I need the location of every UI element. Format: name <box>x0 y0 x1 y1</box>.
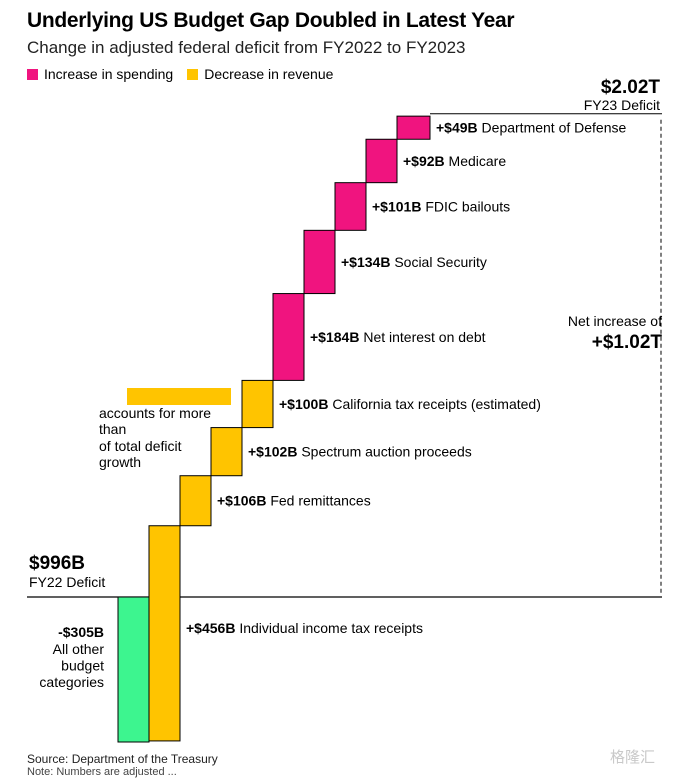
end-value-label: $2.02T <box>601 77 661 98</box>
data-label-all-other-line-3: categories <box>39 674 104 690</box>
legend-swatch-revenue <box>187 68 199 80</box>
bar-california-tax-receipts-estimated <box>241 379 274 429</box>
legend-label-revenue: Decrease in revenue <box>204 66 334 82</box>
legend-swatch-spending <box>27 68 38 80</box>
data-label-california-tax-receipts-estimated: +$100B California tax receipts (estimate… <box>279 396 541 412</box>
data-label-all-other-line-1: All other <box>53 641 105 657</box>
bar-medicare <box>365 138 398 184</box>
bar-department-of-defense <box>396 115 431 140</box>
data-label-individual-income-tax-receipts: +$456B Individual income tax receipts <box>186 620 423 636</box>
annotation-line-3: than <box>99 421 126 437</box>
bar-individual-income-tax-receipts <box>148 525 181 742</box>
data-label-medicare: +$92B Medicare <box>403 153 506 169</box>
bar-fdic-bailouts <box>334 182 367 231</box>
footnote: Note: Numbers are adjusted ... <box>27 766 177 778</box>
annotation-line-4: of total deficit <box>99 438 182 454</box>
annotation-line-2: accounts for more <box>99 405 211 421</box>
bar-net-interest-on-debt <box>272 293 305 381</box>
data-label-social-security: +$134B Social Security <box>341 254 487 270</box>
data-label-fed-remittances: +$106B Fed remittances <box>217 493 371 509</box>
legend: Increase in spending Decrease in revenue <box>27 66 347 82</box>
data-label-department-of-defense: +$49B Department of Defense <box>436 120 627 136</box>
chart-title: Underlying US Budget Gap Doubled in Late… <box>27 9 515 32</box>
data-label-net-interest-on-debt: +$184B Net interest on debt <box>310 329 486 345</box>
bar-all-other-budget-categories <box>117 596 150 743</box>
start-value-label: $996B <box>29 553 85 574</box>
net-increase-label: Net increase of <box>568 313 662 329</box>
data-label-fdic-bailouts: +$101B FDIC bailouts <box>372 199 510 215</box>
data-label-all-other-line-2: budget <box>61 658 104 674</box>
annotation-highlight <box>127 388 231 405</box>
legend-label-spending: Increase in spending <box>44 66 174 82</box>
bar-fed-remittances <box>179 475 212 527</box>
watermark-logo: 格隆汇 <box>610 749 656 766</box>
bar-spectrum-auction-proceeds <box>210 427 243 477</box>
end-sublabel: FY23 Deficit <box>584 97 660 113</box>
chart-subtitle: Change in adjusted federal deficit from … <box>27 38 466 57</box>
source-note: Source: Department of the Treasury <box>27 752 218 766</box>
legend-item-revenue: Decrease in revenue <box>187 66 333 82</box>
annotation-line-5: growth <box>99 454 141 470</box>
start-sublabel: FY22 Deficit <box>29 574 105 590</box>
net-increase-value: +$1.02T <box>592 332 663 353</box>
data-label-spectrum-auction-proceeds: +$102B Spectrum auction proceeds <box>248 444 472 460</box>
legend-item-spending: Increase in spending <box>27 66 173 82</box>
data-label-all-other-amount: -$305B <box>58 624 104 640</box>
bar-social-security <box>303 229 336 295</box>
